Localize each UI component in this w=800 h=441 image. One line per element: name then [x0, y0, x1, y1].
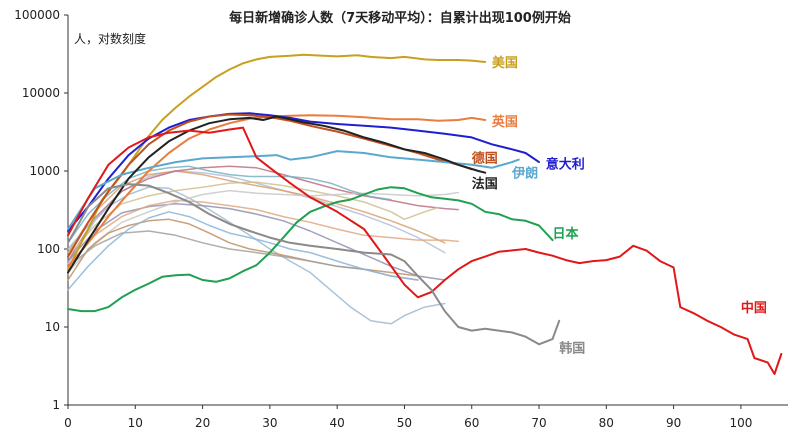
y-tick-label: 1000	[29, 164, 60, 178]
x-tick-label: 10	[128, 416, 143, 430]
y-tick-label: 1	[52, 398, 60, 412]
series-line-background	[67, 199, 460, 268]
series-label: 德国	[472, 150, 498, 166]
series-label: 意大利	[546, 156, 585, 172]
series-label: 伊朗	[511, 166, 538, 182]
y-tick-label: 100	[37, 242, 60, 256]
series-line-4	[67, 150, 520, 231]
x-tick-label: 0	[64, 416, 72, 430]
series-label: 中国	[741, 300, 767, 316]
series-label: 韩国	[559, 340, 585, 356]
series-line-background	[67, 211, 419, 291]
x-tick-label: 50	[397, 416, 412, 430]
y-tick-label: 10000	[22, 86, 60, 100]
series-label: 日本	[552, 226, 578, 242]
x-tick-label: 70	[531, 416, 546, 430]
chart-title: 每日新增确诊人数（7天移动平均）：自累计出现100例开始	[229, 10, 571, 26]
y-axis-label: 人，对数刻度	[74, 31, 146, 46]
series-line-background	[67, 186, 446, 325]
y-tick-label: 100000	[14, 8, 60, 22]
series-line-background	[67, 170, 446, 254]
series-line-background	[67, 165, 392, 244]
x-tick-label: 20	[195, 416, 210, 430]
series-label: 美国	[492, 55, 518, 71]
series-line-8	[67, 183, 561, 346]
series-lines	[67, 53, 783, 375]
series-line-background	[67, 189, 460, 274]
series-line-5	[67, 115, 487, 274]
y-tick-label: 10	[45, 320, 60, 334]
series-line-2	[67, 112, 540, 232]
series-line-0	[67, 53, 487, 271]
axes: 1 10 100 1000 10000 100000 0 10 20 30 40 50 60 70 80 90…	[14, 8, 788, 430]
series-label: 法国	[472, 176, 498, 192]
series-line-6	[67, 186, 554, 313]
series-line-7	[67, 126, 783, 375]
series-line-background	[67, 230, 419, 281]
x-tick-label: 100	[729, 416, 752, 430]
series-label: 英国	[491, 114, 518, 130]
x-tick-label: 60	[464, 416, 479, 430]
series-line-background	[67, 181, 439, 258]
x-tick-label: 30	[262, 416, 277, 430]
series-line-background	[67, 203, 446, 281]
x-tick-label: 40	[330, 416, 345, 430]
x-tick-label: 90	[666, 416, 681, 430]
x-tick-label: 80	[599, 416, 614, 430]
